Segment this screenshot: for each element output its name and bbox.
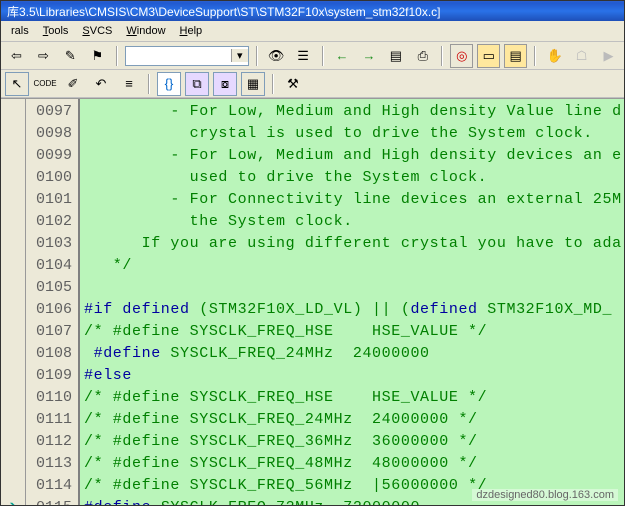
line-number: 0108 <box>30 343 72 365</box>
code-icon[interactable]: CODE <box>33 72 57 96</box>
line-number: 0115 <box>30 497 72 505</box>
toolbar-separator <box>148 74 150 94</box>
code-line: - For Connectivity line devices an exter… <box>84 189 624 211</box>
title-text: 库3.5\Libraries\CMSIS\CM3\DeviceSupport\S… <box>7 3 440 20</box>
line-number: 0102 <box>30 211 72 233</box>
title-bar: 库3.5\Libraries\CMSIS\CM3\DeviceSupport\S… <box>1 1 624 21</box>
menu-item[interactable]: rals <box>5 23 35 39</box>
toolbar-combo[interactable]: ▾ <box>125 46 249 66</box>
code-line: crystal is used to drive the System cloc… <box>84 123 624 145</box>
menu-item[interactable]: Window <box>120 23 171 39</box>
toolbar-btn[interactable]: ⇨ <box>32 44 55 68</box>
line-number: 0111 <box>30 409 72 431</box>
code-line: #if defined (STM32F10X_LD_VL) || (define… <box>84 299 624 321</box>
menu-item[interactable]: Help <box>174 23 209 39</box>
toolbar-separator <box>534 46 536 66</box>
line-number: 0113 <box>30 453 72 475</box>
print-icon[interactable]: ⎙ <box>411 44 434 68</box>
toolbar-1: ⇦ ⇨ ✎ ⚑ ▾ 👁 ☰ ← → ▤ ⎙ ◎ ▭ ▤ ✋ ☖ ▶ <box>1 42 624 70</box>
line-number: 0097 <box>30 101 72 123</box>
window2-icon[interactable]: ▤ <box>504 44 527 68</box>
line-number: 0104 <box>30 255 72 277</box>
code-line: /* #define SYSCLK_FREQ_48MHz 48000000 */ <box>84 453 624 475</box>
code-line: */ <box>84 255 624 277</box>
cursor-icon[interactable]: ↖ <box>5 72 29 96</box>
line-numbers: 0097009800990100010101020103010401050106… <box>26 99 80 505</box>
line-number: 0107 <box>30 321 72 343</box>
find-icon[interactable]: 👁 <box>265 44 288 68</box>
line-number: 0103 <box>30 233 72 255</box>
toolbar-separator <box>441 46 443 66</box>
line-number: 0109 <box>30 365 72 387</box>
graph3-icon[interactable]: ▦ <box>241 72 265 96</box>
line-number: 0112 <box>30 431 72 453</box>
back-arrow-icon[interactable]: ← <box>331 44 354 68</box>
code-line: /* #define SYSCLK_FREQ_HSE HSE_VALUE */ <box>84 387 624 409</box>
toolbar-separator <box>272 74 274 94</box>
code-line: - For Low, Medium and High density devic… <box>84 145 624 167</box>
line-number: 0098 <box>30 123 72 145</box>
marker-gutter: ➔ <box>1 99 26 505</box>
hand2-icon[interactable]: ☖ <box>570 44 593 68</box>
fwd-arrow-icon[interactable]: → <box>357 44 380 68</box>
toolbar-separator <box>322 46 324 66</box>
window-icon[interactable]: ▭ <box>477 44 500 68</box>
menu-item[interactable]: Tools <box>37 23 75 39</box>
code-line: If you are using different crystal you h… <box>84 233 624 255</box>
menu-bar: ralsToolsSVCSWindowHelp <box>1 21 624 42</box>
code-line: #else <box>84 365 624 387</box>
current-line-arrow-icon: ➔ <box>4 497 17 505</box>
editor: ➔ 00970098009901000101010201030104010501… <box>1 98 624 505</box>
hand-icon[interactable]: ✋ <box>543 44 566 68</box>
code-line: the System clock. <box>84 211 624 233</box>
line-number: 0100 <box>30 167 72 189</box>
line-number: 0114 <box>30 475 72 497</box>
run-icon[interactable]: ▶ <box>597 44 620 68</box>
braces-icon[interactable]: {} <box>157 72 181 96</box>
graph1-icon[interactable]: ⧉ <box>185 72 209 96</box>
hammer-icon[interactable]: ⚒ <box>281 72 305 96</box>
toolbar-btn[interactable]: ✎ <box>59 44 82 68</box>
graph2-icon[interactable]: ⧇ <box>213 72 237 96</box>
config-icon[interactable]: ☰ <box>292 44 315 68</box>
code-view[interactable]: - For Low, Medium and High density Value… <box>80 99 624 505</box>
code-line <box>84 277 624 299</box>
toolbar-btn[interactable]: ⇦ <box>5 44 28 68</box>
code-line: /* #define SYSCLK_FREQ_24MHz 24000000 */ <box>84 409 624 431</box>
line-number: 0106 <box>30 299 72 321</box>
code-line: /* #define SYSCLK_FREQ_HSE HSE_VALUE */ <box>84 321 624 343</box>
line-number: 0110 <box>30 387 72 409</box>
line-number: 0099 <box>30 145 72 167</box>
code-line: #define SYSCLK_FREQ_24MHz 24000000 <box>84 343 624 365</box>
redo-icon[interactable]: ≡ <box>117 72 141 96</box>
code-line: - For Low, Medium and High density Value… <box>84 101 624 123</box>
code-line: /* #define SYSCLK_FREQ_36MHz 36000000 */ <box>84 431 624 453</box>
toolbar-separator <box>256 46 258 66</box>
target-icon[interactable]: ◎ <box>450 44 473 68</box>
app-window: 库3.5\Libraries\CMSIS\CM3\DeviceSupport\S… <box>0 0 625 506</box>
toolbar-separator <box>116 46 118 66</box>
menu-item[interactable]: SVCS <box>76 23 118 39</box>
toolbar-2: ↖ CODE ✐ ↶ ≡ {} ⧉ ⧇ ▦ ⚒ <box>1 70 624 98</box>
watermark: dzdesigned80.blog.163.com <box>472 489 618 501</box>
brush-icon[interactable]: ✐ <box>61 72 85 96</box>
line-number: 0105 <box>30 277 72 299</box>
code-line: used to drive the System clock. <box>84 167 624 189</box>
doc-icon[interactable]: ▤ <box>384 44 407 68</box>
toolbar-btn[interactable]: ⚑ <box>86 44 109 68</box>
undo-icon[interactable]: ↶ <box>89 72 113 96</box>
line-number: 0101 <box>30 189 72 211</box>
